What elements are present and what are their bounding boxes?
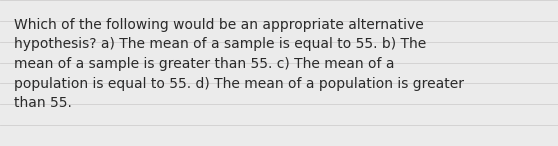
Text: Which of the following would be an appropriate alternative
hypothesis? a) The me: Which of the following would be an appro…	[14, 18, 464, 110]
